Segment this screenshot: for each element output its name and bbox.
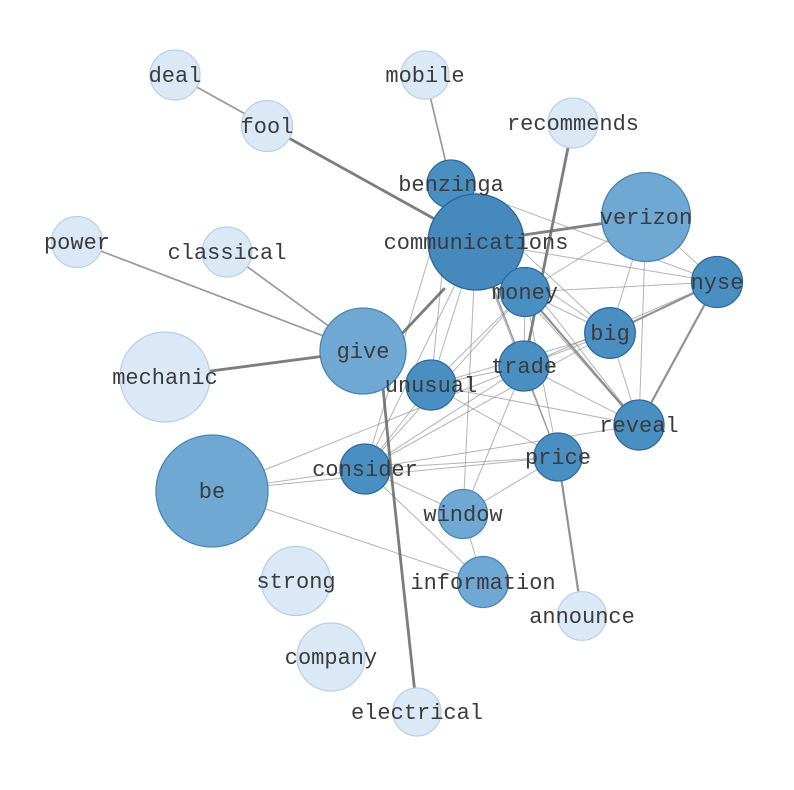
svg-text:verizon: verizon (600, 206, 692, 231)
svg-text:nyse: nyse (691, 271, 744, 296)
svg-text:strong: strong (256, 570, 335, 595)
svg-text:unusual: unusual (385, 374, 477, 399)
svg-text:benzinga: benzinga (398, 173, 504, 198)
svg-text:company: company (285, 646, 377, 671)
svg-text:deal: deal (149, 64, 202, 89)
svg-text:window: window (423, 503, 502, 528)
svg-text:recommends: recommends (507, 112, 639, 137)
svg-text:big: big (590, 322, 630, 347)
svg-text:fool: fool (241, 115, 294, 140)
svg-text:trade: trade (491, 355, 557, 380)
svg-text:reveal: reveal (599, 414, 678, 439)
svg-text:money: money (492, 281, 558, 306)
svg-text:power: power (44, 231, 110, 256)
svg-text:announce: announce (529, 605, 635, 630)
svg-text:information: information (410, 571, 555, 596)
svg-text:mobile: mobile (385, 64, 464, 89)
svg-text:consider: consider (312, 458, 418, 483)
svg-text:classical: classical (168, 241, 287, 266)
svg-text:electrical: electrical (351, 701, 483, 726)
svg-text:communications: communications (384, 231, 569, 256)
svg-text:mechanic: mechanic (112, 366, 218, 391)
svg-text:be: be (199, 480, 225, 505)
svg-text:give: give (337, 340, 390, 365)
svg-text:price: price (525, 446, 591, 471)
